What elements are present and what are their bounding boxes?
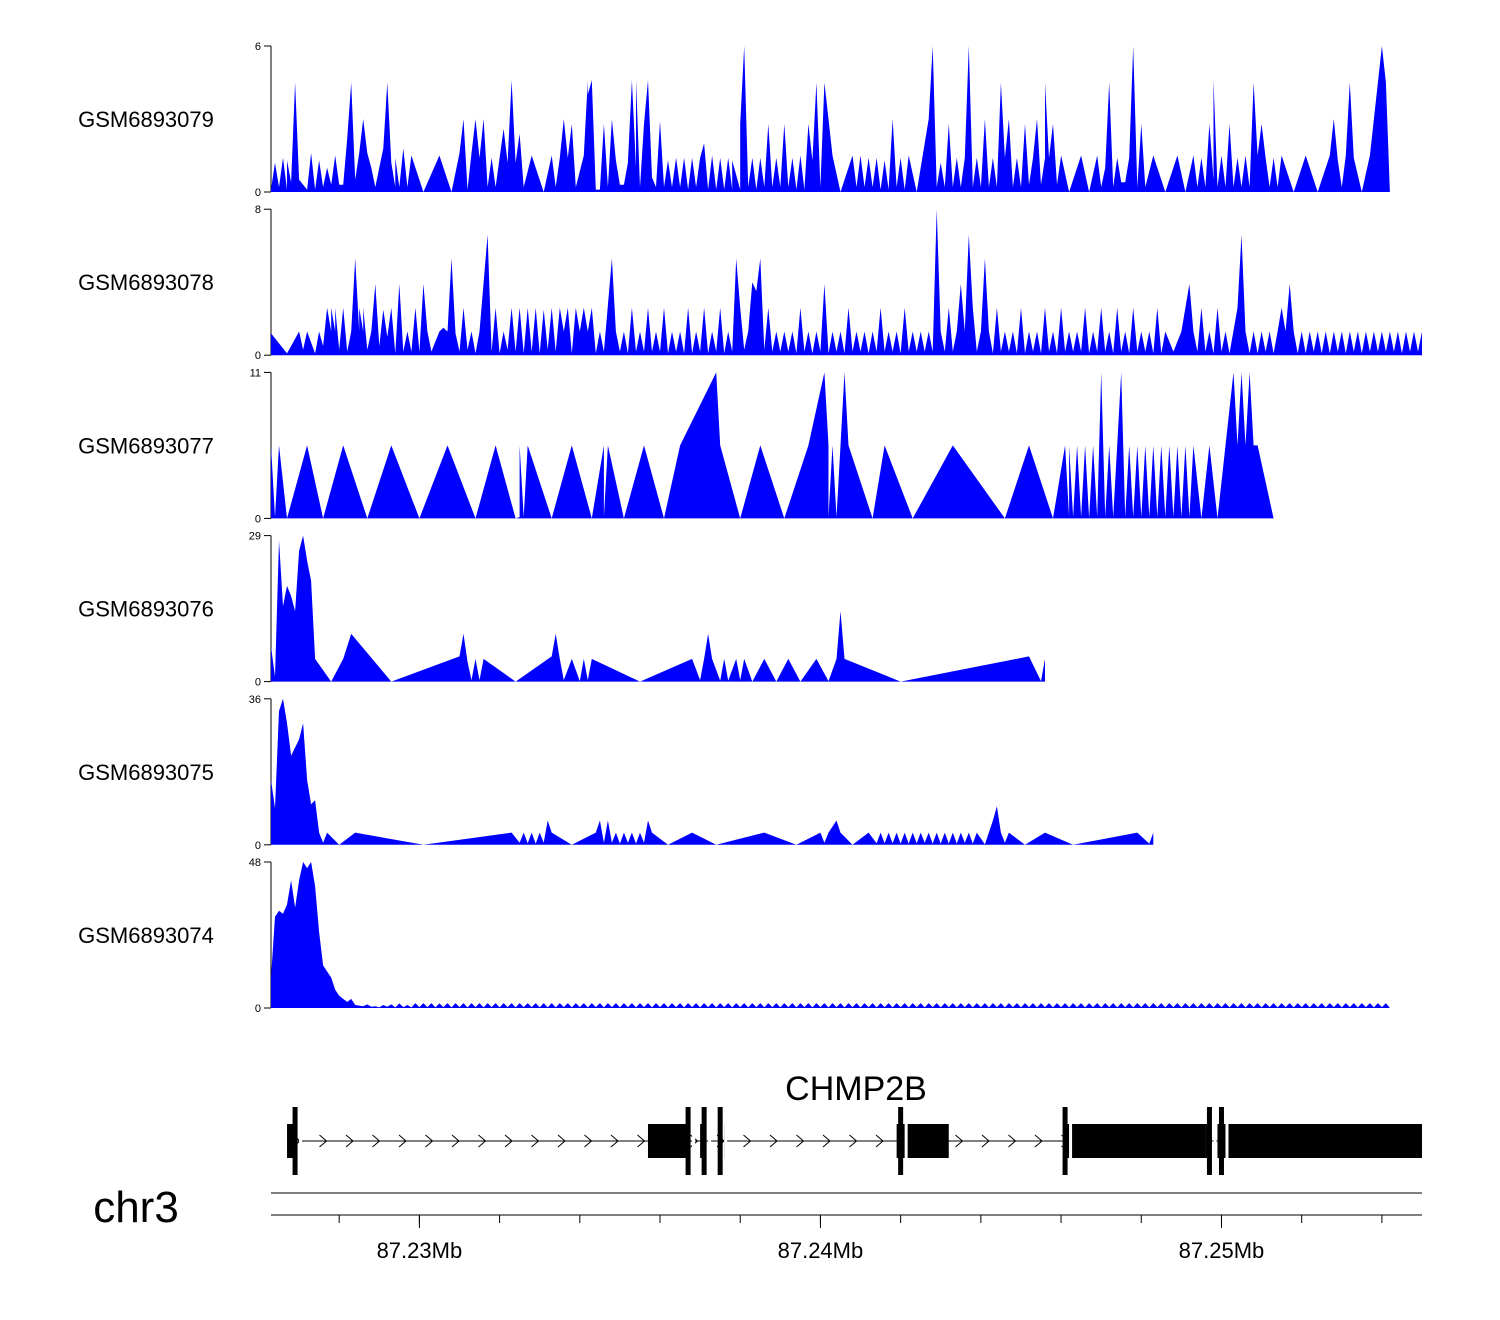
exon-boundary-gap (1213, 1107, 1217, 1175)
track-label: GSM6893079 (78, 107, 214, 132)
track-label: GSM6893077 (78, 433, 214, 458)
y-tick-label-max: 11 (250, 367, 261, 379)
strand-arrow (637, 1134, 646, 1148)
y-tick-label-max: 36 (249, 694, 261, 706)
coverage-area (271, 535, 1045, 682)
coverage-area (271, 46, 1390, 192)
strand-arrow (584, 1134, 593, 1148)
exon-boundary-gap (299, 1107, 303, 1175)
exon-block (1069, 1124, 1206, 1158)
y-tick-label-min: 0 (255, 513, 261, 525)
strand-arrow (1034, 1134, 1043, 1148)
exon-boundary-gap (692, 1107, 696, 1175)
strand-arrow (478, 1134, 487, 1148)
exon-boundary-gap (724, 1107, 728, 1175)
strand-arrow (875, 1134, 884, 1148)
exon-boundary-mark (292, 1107, 298, 1175)
coverage-tracks: GSM689307960GSM689307880GSM6893077110GSM… (78, 41, 1422, 1015)
gene-name-label: CHMP2B (785, 1070, 927, 1108)
strand-arrow (557, 1134, 566, 1148)
y-tick-label-max: 8 (255, 204, 261, 216)
strand-arrow (319, 1134, 328, 1148)
exon-block (287, 1124, 296, 1158)
coverage-area (271, 209, 1422, 356)
exon-block (647, 1124, 689, 1158)
strand-arrow (531, 1134, 540, 1148)
strand-arrow (345, 1134, 354, 1148)
exon-boundary-mark (898, 1107, 904, 1175)
axis-tick-label: 87.23Mb (377, 1238, 463, 1263)
strand-arrow (451, 1134, 460, 1148)
strand-arrow (822, 1134, 831, 1148)
y-tick-label-min: 0 (255, 350, 261, 362)
strand-arrow (849, 1134, 858, 1148)
y-tick-label-min: 0 (255, 840, 261, 852)
track-label: GSM6893078 (78, 270, 214, 295)
track-GSM6893075: GSM6893075 36 0 (78, 694, 1154, 852)
strand-arrow (769, 1134, 778, 1148)
strand-arrow (610, 1134, 619, 1148)
strand-arrow (425, 1134, 434, 1148)
exon-boundary-mark (1062, 1107, 1068, 1175)
exon-boundary-mark (717, 1107, 723, 1175)
gene-track: CHMP2B (287, 1070, 1422, 1175)
exon-boundary-mark (685, 1107, 691, 1175)
strand-arrow (981, 1134, 990, 1148)
strand-arrow (504, 1134, 513, 1148)
y-tick-label-min: 0 (255, 677, 261, 689)
exon-block (900, 1124, 949, 1158)
exon-boundary-gap (1069, 1107, 1073, 1175)
strand-arrow (1008, 1134, 1017, 1148)
strand-arrow (398, 1134, 407, 1148)
y-tick-label-max: 48 (249, 857, 261, 869)
track-GSM6893079: GSM6893079 6 0 (78, 41, 1390, 199)
exon-boundary-gap (904, 1107, 908, 1175)
exon-boundary-mark (701, 1107, 707, 1175)
exon-boundary-mark (1206, 1107, 1212, 1175)
exon-block (1221, 1124, 1422, 1158)
y-tick-label-max: 6 (255, 41, 261, 53)
track-label: GSM6893076 (78, 597, 214, 622)
genome-axis: chr3 87.23Mb 87.24Mb 87.25Mb (93, 1183, 1422, 1263)
axis-tick-label: 87.25Mb (1179, 1238, 1265, 1263)
strand-arrow (743, 1134, 752, 1148)
exon-boundary-gap (1225, 1107, 1229, 1175)
track-label: GSM6893074 (78, 923, 214, 948)
coverage-area (271, 372, 1274, 519)
strand-arrow (372, 1134, 381, 1148)
y-tick-label-max: 29 (249, 531, 261, 543)
y-tick-label-min: 0 (255, 187, 261, 199)
chromosome-label: chr3 (93, 1183, 179, 1232)
track-GSM6893078: GSM6893078 8 0 (78, 204, 1422, 362)
exon-block (700, 1124, 703, 1158)
exon-boundary-mark (1218, 1107, 1224, 1175)
coverage-area (271, 862, 1390, 1008)
axis-tick-label: 87.24Mb (778, 1238, 864, 1263)
track-GSM6893074: GSM6893074 48 0 (78, 857, 1390, 1015)
track-GSM6893076: GSM6893076 29 0 (78, 531, 1045, 689)
strand-arrow (955, 1134, 964, 1148)
strand-arrow (796, 1134, 805, 1148)
y-tick-label-min: 0 (255, 1003, 261, 1015)
track-GSM6893077: GSM6893077 11 0 (78, 367, 1274, 525)
coverage-area (271, 698, 1154, 845)
track-label: GSM6893075 (78, 760, 214, 785)
exon-boundary-gap (708, 1107, 712, 1175)
